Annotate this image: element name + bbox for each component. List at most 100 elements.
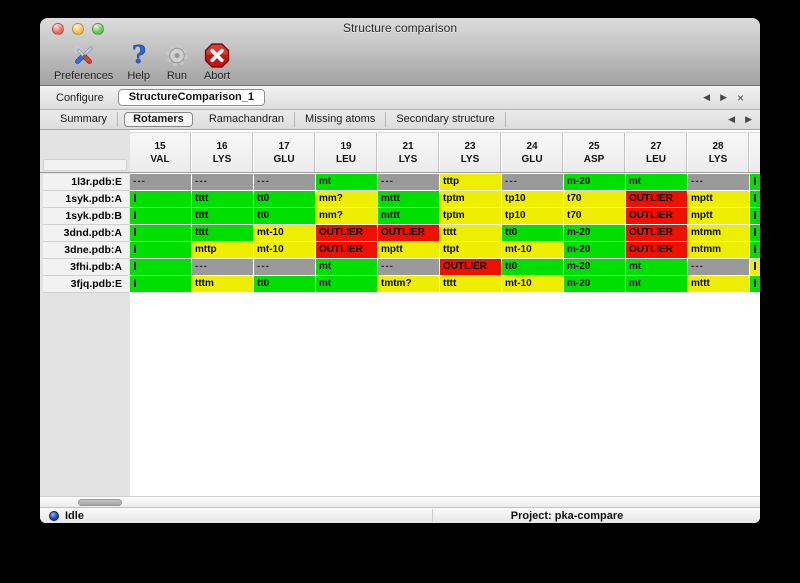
column-header-25[interactable]: 25 ASP xyxy=(564,132,625,172)
rotamer-cell[interactable]: tttt xyxy=(192,225,253,241)
rotamer-cell[interactable]: tmtm? xyxy=(378,276,439,292)
tab-secondary-structure[interactable]: Secondary structure xyxy=(386,112,506,127)
rotamer-cell[interactable] xyxy=(130,259,191,275)
rotamer-cell[interactable]: OUTLIER xyxy=(378,225,439,241)
rotamer-cell[interactable]: --- xyxy=(254,174,315,190)
rotamer-cell[interactable] xyxy=(130,208,191,224)
rotamer-cell[interactable]: mt-10 xyxy=(254,242,315,258)
prev-arrow-icon[interactable]: ◀ xyxy=(728,114,736,124)
rotamer-cell[interactable]: --- xyxy=(378,174,439,190)
rotamer-cell[interactable]: mt xyxy=(626,174,687,190)
rotamer-cell[interactable]: mt xyxy=(316,276,377,292)
row-label[interactable]: 3fhi.pdb:A xyxy=(43,259,129,275)
rotamer-cell[interactable]: t70 xyxy=(564,208,625,224)
row-label[interactable]: 1syk.pdb:A xyxy=(43,191,129,207)
rotamer-cell[interactable]: OUTLIER xyxy=(626,208,687,224)
run-button[interactable]: Run xyxy=(164,42,190,82)
row-label[interactable]: 1syk.pdb:B xyxy=(43,208,129,224)
titlebar[interactable]: Structure comparison xyxy=(40,18,760,39)
rotamer-cell[interactable]: OUTLIER xyxy=(316,225,377,241)
rotamer-cell[interactable]: tptm xyxy=(440,191,501,207)
tab-rotamers[interactable]: Rotamers xyxy=(124,112,193,127)
rotamer-cell[interactable]: --- xyxy=(688,174,749,190)
rotamer-cell[interactable]: tp10 xyxy=(502,208,563,224)
column-header-17[interactable]: 17 GLU xyxy=(254,132,315,172)
row-label[interactable]: 3dnd.pdb:A xyxy=(43,225,129,241)
rotamer-cell[interactable]: mt-10 xyxy=(502,242,563,258)
close-icon[interactable]: × xyxy=(736,90,744,105)
rotamer-cell[interactable]: tttt xyxy=(440,225,501,241)
rotamer-cell[interactable]: mptt xyxy=(378,242,439,258)
rotamer-cell[interactable]: --- xyxy=(502,174,563,190)
rotamer-cell[interactable]: mptt xyxy=(688,191,749,207)
rotamer-cell[interactable]: m-20 xyxy=(564,242,625,258)
zoom-window-button[interactable] xyxy=(92,23,104,35)
rotamer-cell[interactable]: --- xyxy=(254,259,315,275)
horizontal-scrollbar[interactable] xyxy=(40,496,760,508)
rotamer-cell[interactable]: t70 xyxy=(564,191,625,207)
rotamer-cell[interactable]: tttp xyxy=(440,174,501,190)
rotamer-cell[interactable]: tttt xyxy=(440,276,501,292)
rotamer-cell[interactable]: mtmm xyxy=(688,225,749,241)
row-label[interactable]: 3dne.pdb:A xyxy=(43,242,129,258)
rotamer-cell[interactable]: OUTLIER xyxy=(626,225,687,241)
rotamer-cell[interactable]: mt-10 xyxy=(502,276,563,292)
column-header-28[interactable]: 28 LYS xyxy=(688,132,749,172)
rotamer-cell[interactable]: mm? xyxy=(316,208,377,224)
preferences-button[interactable]: Preferences xyxy=(54,42,113,82)
rotamer-cell[interactable]: m-20 xyxy=(564,259,625,275)
rotamer-cell[interactable]: mtmm xyxy=(688,242,749,258)
rotamer-cell[interactable]: ttpt xyxy=(440,242,501,258)
tab-summary[interactable]: Summary xyxy=(50,112,119,127)
next-arrow-icon[interactable]: ▶ xyxy=(745,114,752,124)
rotamer-cell[interactable]: mt xyxy=(316,174,377,190)
column-header-23[interactable]: 23 LYS xyxy=(440,132,501,172)
rotamer-cell[interactable]: mm? xyxy=(316,191,377,207)
rotamer-cell[interactable]: --- xyxy=(378,259,439,275)
column-header-15[interactable]: 15 VAL xyxy=(130,132,191,172)
column-header-24[interactable]: 24 GLU xyxy=(502,132,563,172)
rotamer-cell[interactable]: --- xyxy=(130,174,191,190)
rotamer-cell[interactable]: mttt xyxy=(378,191,439,207)
help-button[interactable]: ? Help xyxy=(127,42,150,82)
rotamer-cell[interactable]: tt0 xyxy=(502,259,563,275)
rotamer-cell[interactable]: mttp xyxy=(192,242,253,258)
rotamer-cell[interactable]: tptm xyxy=(440,208,501,224)
rotamer-cell[interactable]: m-20 xyxy=(564,174,625,190)
rotamer-cell[interactable]: mt xyxy=(316,259,377,275)
configure-name-field[interactable]: StructureComparison_1 xyxy=(117,89,266,106)
rotamer-cell[interactable]: --- xyxy=(192,174,253,190)
rotamer-cell[interactable]: tttm xyxy=(192,276,253,292)
tab-missing-atoms[interactable]: Missing atoms xyxy=(295,112,387,127)
rotamer-cell[interactable]: m-20 xyxy=(564,225,625,241)
rotamer-cell[interactable]: mt xyxy=(626,276,687,292)
next-arrow-icon[interactable]: ▶ xyxy=(720,92,727,102)
row-label[interactable]: 3fjq.pdb:E xyxy=(43,276,129,292)
column-header-27[interactable]: 27 LEU xyxy=(626,132,687,172)
scrollbar-thumb[interactable] xyxy=(78,499,122,506)
rotamer-cell[interactable]: --- xyxy=(192,259,253,275)
rotamer-cell[interactable]: mptt xyxy=(688,208,749,224)
rotamer-cell[interactable]: mt xyxy=(626,259,687,275)
rotamer-cell[interactable] xyxy=(130,225,191,241)
rotamer-cell[interactable]: mttt xyxy=(688,276,749,292)
abort-button[interactable]: Abort xyxy=(204,42,230,82)
rotamer-cell[interactable]: tt0 xyxy=(254,276,315,292)
close-window-button[interactable] xyxy=(52,23,64,35)
rotamer-cell[interactable]: --- xyxy=(688,259,749,275)
rotamer-cell[interactable] xyxy=(130,242,191,258)
row-label[interactable]: 1l3r.pdb:E xyxy=(43,174,129,190)
column-header-21[interactable]: 21 LYS xyxy=(378,132,439,172)
column-header-19[interactable]: 19 LEU xyxy=(316,132,377,172)
rotamer-cell[interactable]: tttt xyxy=(192,208,253,224)
rotamer-cell[interactable]: mttt xyxy=(378,208,439,224)
rotamer-cell[interactable]: tt0 xyxy=(254,208,315,224)
rotamer-cell[interactable]: OUTLIER xyxy=(626,191,687,207)
rotamer-cell[interactable]: OUTLIER xyxy=(626,242,687,258)
prev-arrow-icon[interactable]: ◀ xyxy=(703,92,711,102)
column-header-16[interactable]: 16 LYS xyxy=(192,132,253,172)
rotamer-cell[interactable]: mt-10 xyxy=(254,225,315,241)
rotamer-cell[interactable]: tp10 xyxy=(502,191,563,207)
rotamer-cell[interactable]: m-20 xyxy=(564,276,625,292)
tab-ramachandran[interactable]: Ramachandran xyxy=(199,112,296,127)
